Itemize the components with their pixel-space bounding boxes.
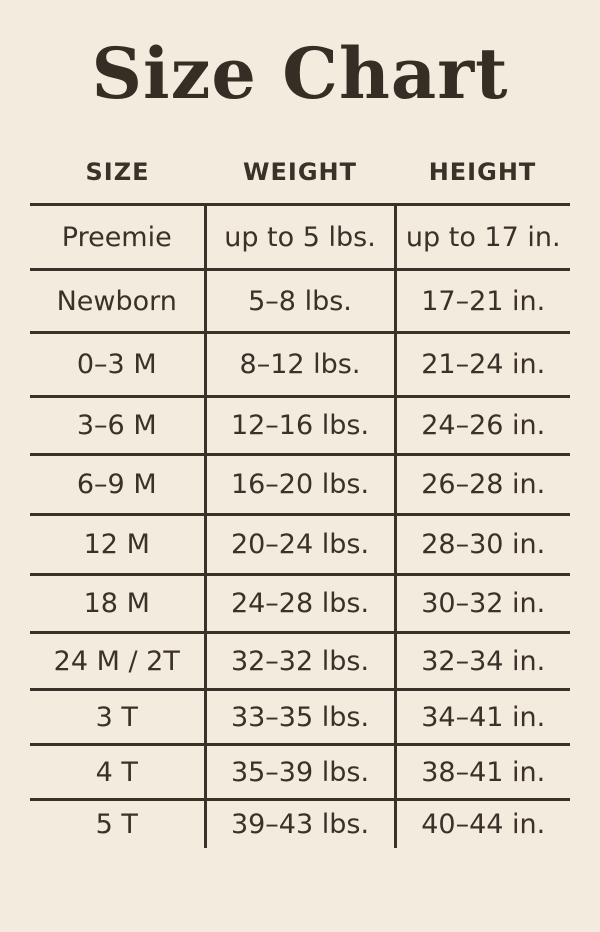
table-cell: 28–30 in.	[395, 514, 570, 576]
table-cell: 35–39 lbs.	[203, 744, 397, 801]
table-cell: 3–6 M	[30, 396, 205, 456]
table-cell: 32–32 lbs.	[203, 632, 397, 691]
table-cell: 34–41 in.	[395, 689, 570, 746]
table-row: 4 T 35–39 lbs. 38–41 in.	[30, 744, 570, 801]
table-row: 5 T 39–43 lbs. 40–44 in.	[30, 799, 570, 848]
size-chart-table: SIZE WEIGHT HEIGHT Preemie up to 5 lbs. up…	[30, 116, 570, 848]
table-cell: 3 T	[30, 689, 205, 746]
table-row: 18 M 24–28 lbs. 30–32 in.	[30, 574, 570, 634]
table-cell: 24 M / 2T	[30, 632, 205, 691]
table-row: 12 M 20–24 lbs. 28–30 in.	[30, 514, 570, 576]
column-header-weight: WEIGHT	[205, 116, 395, 206]
table-cell: 24–28 lbs.	[203, 574, 397, 634]
table-cell: 26–28 in.	[395, 454, 570, 516]
table-cell: 17–21 in.	[395, 269, 570, 334]
table-cell: 12–16 lbs.	[203, 396, 397, 456]
table-cell: 40–44 in.	[421, 808, 546, 840]
table-cell: 38–41 in.	[395, 744, 570, 801]
table-cell: 0–3 M	[30, 332, 205, 398]
table-cell: 12 M	[30, 514, 205, 576]
table-cell: 24–26 in.	[395, 396, 570, 456]
table-row: Newborn 5–8 lbs. 17–21 in.	[30, 269, 570, 334]
table-cell: 5–8 lbs.	[203, 269, 397, 334]
table-row: 6–9 M 16–20 lbs. 26–28 in.	[30, 454, 570, 516]
table-row: 3–6 M 12–16 lbs. 24–26 in.	[30, 396, 570, 456]
table-cell: Newborn	[30, 269, 205, 334]
column-header-height: HEIGHT	[395, 116, 570, 206]
table-row: 0–3 M 8–12 lbs. 21–24 in.	[30, 332, 570, 398]
table-cell: up to 5 lbs.	[203, 204, 397, 271]
table-cell: 33–35 lbs.	[203, 689, 397, 746]
table-cell: 16–20 lbs.	[203, 454, 397, 516]
table-cell: 5 T	[95, 808, 138, 840]
table-cell: 21–24 in.	[395, 332, 570, 398]
table-cell: 4 T	[30, 744, 205, 801]
table-cell: 30–32 in.	[395, 574, 570, 634]
column-header-size: SIZE	[30, 116, 205, 206]
table-row: Preemie up to 5 lbs. up to 17 in.	[30, 204, 570, 271]
table-cell: 18 M	[30, 574, 205, 634]
table-cell: 39–43 lbs.	[203, 799, 397, 848]
table-cell: 32–34 in.	[395, 632, 570, 691]
size-table-body: Preemie up to 5 lbs. up to 17 in. Newborn 5–…	[30, 204, 570, 848]
header-row: SIZE WEIGHT HEIGHT	[30, 116, 570, 206]
page-title: Size Chart	[91, 32, 509, 115]
table-cell: 6–9 M	[30, 454, 205, 516]
table-cell: Preemie	[30, 204, 205, 271]
table-cell: 20–24 lbs.	[203, 514, 397, 576]
table-cell: 8–12 lbs.	[203, 332, 397, 398]
table-row: 24 M / 2T 32–32 lbs. 32–34 in.	[30, 632, 570, 691]
size-chart-header: SIZE WEIGHT HEIGHT	[30, 116, 570, 206]
table-row: 3 T 33–35 lbs. 34–41 in.	[30, 689, 570, 746]
table-cell: up to 17 in.	[395, 204, 570, 271]
